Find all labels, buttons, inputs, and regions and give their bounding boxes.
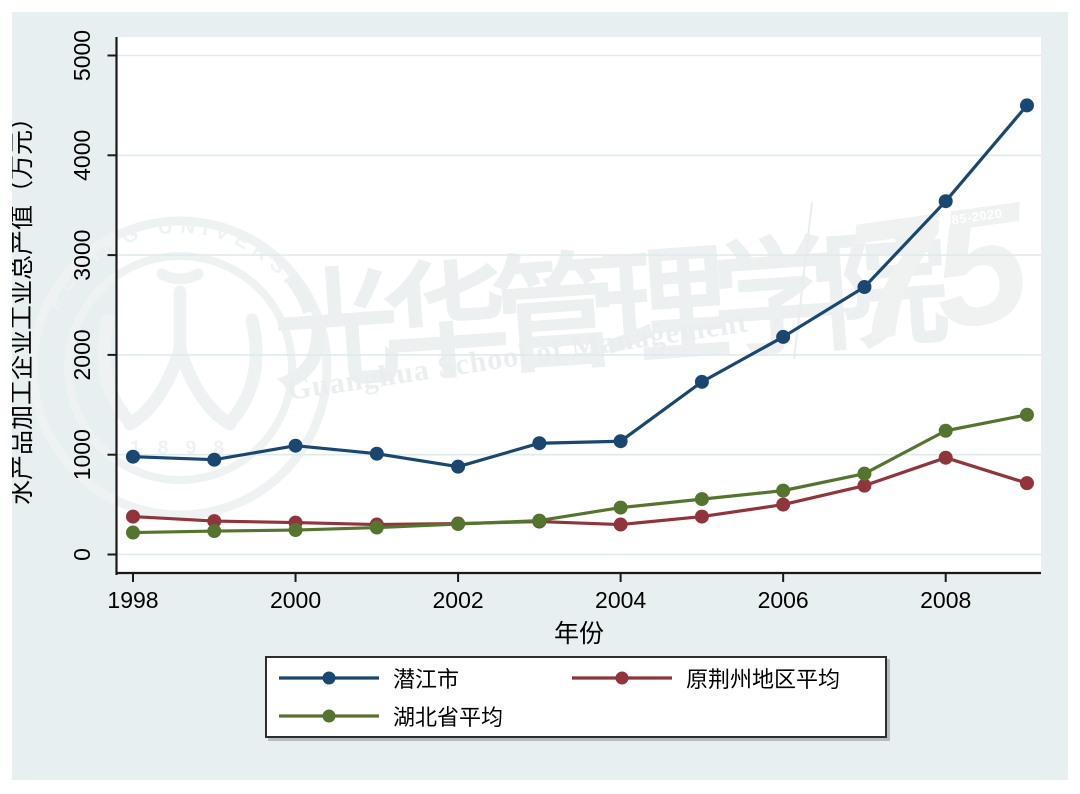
data-point (1019, 407, 1034, 422)
data-point (613, 434, 628, 449)
x-tick-label: 1998 (107, 587, 158, 613)
legend-label: 原荆州地区平均 (686, 667, 841, 692)
series-潜江市 (126, 98, 1034, 474)
data-point (126, 509, 140, 524)
graph-region: PEKING UNIVERSITY 1 8 9 8 光华管理学院 Guanghu… (12, 12, 1068, 780)
data-point (369, 446, 384, 461)
x-tick-label: 2006 (758, 587, 809, 613)
y-tick-label: 5000 (69, 30, 95, 81)
series-line (132, 104, 1029, 469)
data-point (532, 513, 547, 528)
data-point (451, 459, 466, 474)
axes (107, 37, 1041, 582)
data-point (288, 438, 303, 453)
y-tick-label: 2000 (69, 329, 95, 380)
data-point (938, 450, 953, 465)
x-tick-label: 2000 (270, 587, 321, 613)
data-point (369, 520, 384, 535)
data-point (694, 374, 709, 389)
y-tick-label: 4000 (69, 130, 95, 181)
line-chart: 0 1000 2000 3000 4000 5000 1998 2000 2002 2004 200… (12, 30, 1041, 648)
tick-labels: 0 1000 2000 3000 4000 5000 1998 2000 2002 2004 200… (69, 30, 971, 613)
data-point (938, 423, 953, 438)
legend-label: 潜江市 (393, 667, 460, 692)
x-tick-label: 2004 (595, 587, 646, 613)
legend-item: 原荆州地区平均 (572, 663, 885, 693)
legend-key (572, 671, 672, 685)
data-point (694, 492, 709, 507)
y-tick-label: 0 (69, 548, 95, 561)
x-axis-title: 年份 (554, 620, 604, 648)
legend-label: 湖北省平均 (393, 705, 504, 730)
series-湖北省平均 (126, 407, 1034, 540)
x-tick-label: 2002 (432, 587, 483, 613)
data-point (938, 194, 953, 209)
data-point (776, 329, 791, 344)
y-tick-label: 3000 (69, 230, 95, 281)
legend: 潜江市 原荆州地区平均湖北省平均 (265, 656, 887, 738)
series-原荆州地区平均 (126, 450, 1034, 532)
data-point (1019, 476, 1034, 491)
data-point (857, 478, 872, 493)
data-point (207, 452, 222, 467)
data-point (776, 483, 791, 498)
legend-key (279, 671, 379, 685)
data-point (776, 497, 791, 512)
gridlines (117, 54, 1041, 556)
data-point (451, 517, 466, 532)
x-tick-label: 2008 (920, 587, 971, 613)
data-point (857, 280, 872, 295)
legend-item: 潜江市 (279, 663, 572, 693)
legend-item: 湖北省平均 (279, 701, 572, 731)
data-point (207, 514, 222, 529)
data-series (126, 98, 1034, 540)
data-point (207, 524, 222, 539)
series-line (132, 456, 1028, 527)
data-point (288, 523, 303, 538)
data-point (857, 466, 872, 481)
data-point (613, 517, 628, 532)
data-point (1019, 98, 1034, 113)
data-point (694, 509, 709, 524)
y-axis-title: 水产品加工企业工业总产值（万元） (12, 105, 36, 505)
data-point (126, 449, 140, 464)
y-tick-label: 1000 (69, 429, 95, 480)
series-line (132, 413, 1028, 535)
data-point (532, 436, 547, 451)
data-point (126, 525, 140, 540)
data-point (613, 500, 628, 515)
legend-key (279, 709, 379, 723)
